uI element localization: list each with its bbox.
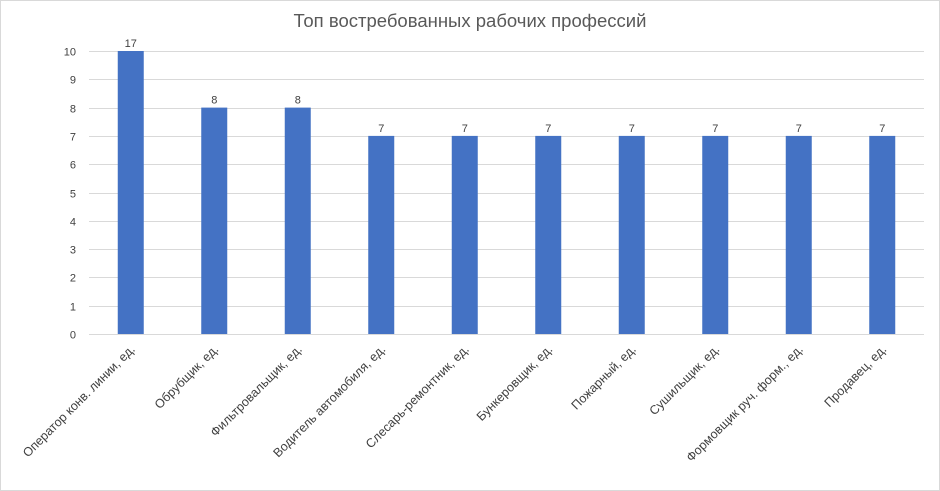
- bar: [201, 107, 228, 334]
- x-tick-label: Пожарный, ед.: [569, 342, 639, 412]
- bar: [785, 135, 812, 334]
- bar: [117, 51, 144, 334]
- x-tick-label: Фильтровальщик, ед.: [208, 342, 305, 439]
- data-label: 7: [629, 123, 635, 135]
- y-axis-ticks: 0 1 2 3 4 5 6 7 8 9 10: [64, 47, 76, 342]
- x-axis-labels: Оператор конв. линии, ед. Обрубщик, ед.Фи…: [20, 342, 889, 464]
- bar: [284, 107, 311, 334]
- y-tick-label: 9: [70, 75, 76, 87]
- bar: [451, 135, 478, 334]
- x-tick-label: Обрубщик, ед.: [152, 342, 222, 412]
- bar: [368, 135, 395, 334]
- gridlines: [89, 51, 924, 335]
- y-tick-label: 4: [70, 217, 76, 229]
- data-label: 7: [545, 123, 551, 135]
- data-label: 7: [462, 123, 468, 135]
- y-tick-label: 3: [70, 245, 76, 257]
- y-tick-label: 6: [70, 160, 76, 172]
- y-tick-label: 1: [70, 302, 76, 314]
- data-label: 8: [295, 95, 301, 107]
- data-label: 7: [712, 123, 718, 135]
- y-tick-label: 10: [64, 47, 76, 59]
- data-labels: 17 8 8 7 7 7 7 7 7 7: [125, 38, 886, 135]
- data-label: 8: [211, 95, 217, 107]
- data-label: 7: [796, 123, 802, 135]
- data-label: 17: [125, 38, 137, 50]
- bar: [702, 135, 729, 334]
- chart-title: Топ востребованных рабочих профессий: [294, 10, 647, 31]
- y-tick-label: 5: [70, 189, 76, 201]
- x-tick-label: Бункеровщик, ед.: [474, 342, 556, 424]
- y-tick-label: 2: [70, 273, 76, 285]
- data-label: 7: [879, 123, 885, 135]
- y-tick-label: 7: [70, 132, 76, 144]
- x-tick-label: Оператор конв. линии, ед.: [20, 342, 138, 460]
- bar: [869, 135, 896, 334]
- bar: [535, 135, 562, 334]
- bars: [117, 51, 896, 334]
- data-label: 7: [378, 123, 384, 135]
- y-tick-label: 8: [70, 104, 76, 116]
- bar: [618, 135, 645, 334]
- x-tick-label: Продавец, ед.: [822, 342, 890, 410]
- y-tick-label: 0: [70, 330, 76, 342]
- x-tick-label: Сушильщик, ед.: [647, 342, 723, 418]
